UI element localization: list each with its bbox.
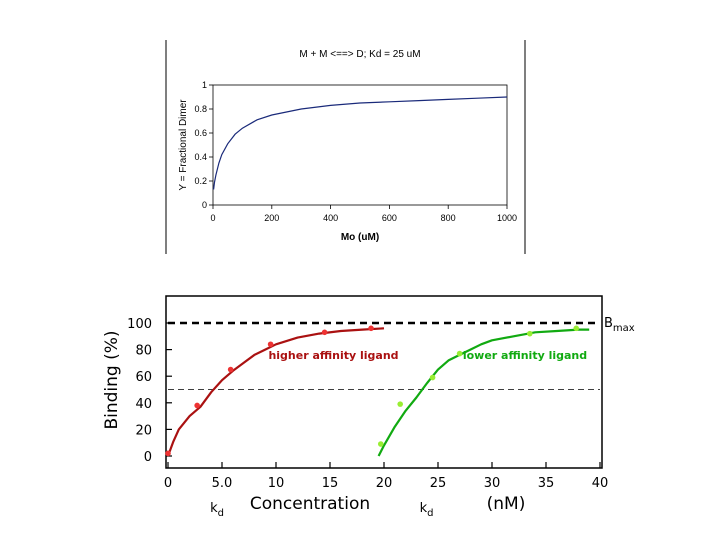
bottom-chart-y-ticks: 0 20 40 60 80 100 xyxy=(127,317,172,465)
x-tick-label: 40 xyxy=(592,476,609,491)
top-y-tick-label: 0 xyxy=(202,200,207,210)
y-tick-label: 80 xyxy=(135,344,152,359)
x-tick-label: 5.0 xyxy=(212,476,233,491)
series-annotation: higher affinity ligand xyxy=(268,349,398,362)
data-point xyxy=(429,374,436,381)
data-point xyxy=(227,366,234,373)
top-chart-series-line xyxy=(213,96,508,190)
bmax-label: Bmax xyxy=(604,316,635,334)
top-y-tick-label: 0.8 xyxy=(194,104,207,114)
data-point xyxy=(377,441,384,447)
top-x-tick-label: 1000 xyxy=(497,213,517,223)
top-x-tick-label: 600 xyxy=(382,213,397,223)
data-point xyxy=(267,341,274,348)
kd-labels: kd kd xyxy=(210,501,433,519)
top-y-tick-label: 1 xyxy=(202,80,207,90)
y-tick-label: 60 xyxy=(135,370,152,385)
x-tick-label: 20 xyxy=(376,476,393,491)
x-tick-label: 15 xyxy=(322,476,339,491)
top-chart-x-ticks: 0 200 400 600 800 1000 xyxy=(210,205,517,223)
x-tick-label: 0 xyxy=(164,476,172,491)
top-y-tick-label: 0.4 xyxy=(194,152,207,162)
bottom-chart-x-ticks: 0 5.0 10 15 20 25 30 35 40 xyxy=(164,462,608,491)
top-x-tick-label: 400 xyxy=(323,213,338,223)
data-point xyxy=(194,402,200,409)
top-chart-y-label: Y = Fractional Dimer xyxy=(178,99,189,191)
top-x-tick-label: 800 xyxy=(441,213,456,223)
data-point xyxy=(573,325,580,332)
top-chart-plot-area xyxy=(212,84,508,206)
data-point xyxy=(397,401,404,407)
series-annotation: lower affinity ligand xyxy=(463,349,587,362)
top-y-tick-label: 0.2 xyxy=(194,176,207,186)
x-tick-label: 30 xyxy=(484,476,501,491)
data-point xyxy=(456,350,463,357)
top-chart-y-ticks: 0 0.2 0.4 0.6 0.8 1 xyxy=(194,80,213,210)
y-tick-label: 40 xyxy=(135,397,152,412)
x-axis-unit: (nM) xyxy=(487,494,526,514)
x-axis-label: Concentration xyxy=(250,494,370,514)
data-point xyxy=(368,325,374,332)
series-line xyxy=(166,327,385,457)
y-axis-label: Binding (%) xyxy=(102,330,122,429)
x-tick-label: 10 xyxy=(268,476,285,491)
data-point xyxy=(165,450,171,457)
data-point xyxy=(527,330,533,337)
kd-label: kd xyxy=(420,501,434,519)
top-chart: M + M <==> D; Kd = 25 uM 00.20.40.60.81 … xyxy=(178,49,517,243)
y-tick-label: 100 xyxy=(127,317,152,332)
top-y-tick-label: 0.6 xyxy=(194,128,207,138)
bottom-chart: 0 20 40 60 80 100 0 5.0 10 15 20 25 30 35 40 Bmax hig… xyxy=(102,295,635,519)
data-point xyxy=(321,329,328,336)
top-x-tick-label: 0 xyxy=(210,213,215,223)
kd-label: kd xyxy=(210,501,224,519)
x-tick-label: 35 xyxy=(538,476,555,491)
y-tick-label: 0 xyxy=(144,450,152,465)
top-x-tick-label: 200 xyxy=(264,213,279,223)
x-tick-label: 25 xyxy=(430,476,447,491)
top-chart-title: M + M <==> D; Kd = 25 uM xyxy=(299,49,420,60)
y-tick-label: 20 xyxy=(135,423,152,438)
top-chart-x-label: Mo (uM) xyxy=(341,232,379,243)
bottom-chart-series: higher affinity ligand lower affinity lig… xyxy=(165,325,590,457)
